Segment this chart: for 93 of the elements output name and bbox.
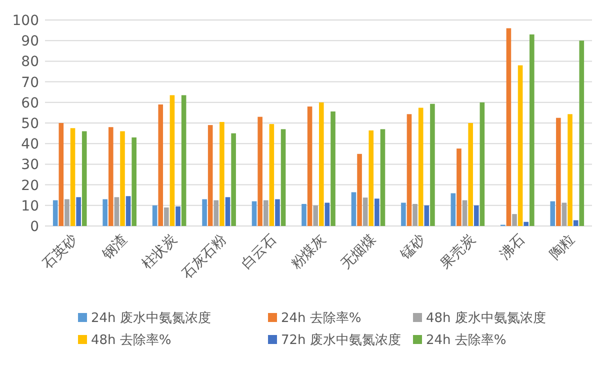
y-tick-label: 90 bbox=[21, 34, 39, 50]
bar bbox=[357, 154, 362, 226]
bar bbox=[412, 204, 418, 226]
legend-label: 24h 废水中氨氮浓度 bbox=[91, 310, 211, 326]
bar bbox=[220, 122, 224, 226]
y-tick-label: 100 bbox=[12, 13, 39, 29]
bar bbox=[506, 28, 512, 226]
bar bbox=[568, 114, 572, 226]
bar bbox=[202, 199, 207, 226]
x-tick-label: 钢渣 bbox=[98, 232, 130, 264]
y-tick-label: 80 bbox=[21, 54, 39, 70]
bar bbox=[52, 200, 58, 226]
bar bbox=[170, 95, 175, 226]
bar bbox=[374, 198, 380, 226]
bar bbox=[474, 205, 479, 226]
bar bbox=[302, 204, 306, 226]
bar bbox=[275, 199, 280, 226]
bar bbox=[351, 192, 356, 226]
bar bbox=[181, 95, 186, 226]
bar bbox=[152, 205, 158, 226]
bar bbox=[524, 222, 529, 226]
bar bbox=[158, 104, 164, 226]
bar bbox=[307, 106, 312, 226]
bar bbox=[573, 220, 578, 226]
bar bbox=[76, 197, 81, 226]
bar bbox=[468, 123, 473, 226]
bar bbox=[368, 130, 374, 226]
bar bbox=[518, 65, 523, 226]
bar bbox=[406, 114, 412, 226]
x-tick-label: 白云石 bbox=[238, 232, 280, 273]
bar bbox=[462, 200, 468, 226]
bar bbox=[280, 129, 286, 226]
bar bbox=[324, 202, 330, 226]
bar bbox=[401, 202, 406, 226]
bar bbox=[530, 34, 534, 226]
x-tick-label: 柱状炭 bbox=[139, 232, 180, 273]
y-tick-label: 30 bbox=[21, 157, 39, 174]
x-tick-label: 无烟煤 bbox=[338, 232, 380, 273]
bar bbox=[214, 200, 219, 226]
bar bbox=[126, 196, 131, 226]
y-tick-label: 60 bbox=[21, 95, 39, 112]
bar bbox=[64, 199, 70, 226]
bar bbox=[58, 123, 64, 226]
bar bbox=[225, 197, 230, 226]
bar bbox=[450, 193, 456, 226]
x-tick-label: 沸石 bbox=[497, 232, 528, 263]
bar bbox=[556, 118, 561, 226]
legend-label: 24h 去除率% bbox=[426, 332, 506, 348]
bar bbox=[319, 102, 324, 226]
bar bbox=[263, 200, 268, 226]
bar bbox=[258, 116, 262, 226]
y-tick-label: 50 bbox=[21, 116, 39, 132]
bar bbox=[562, 202, 567, 226]
bar bbox=[176, 206, 180, 226]
bar bbox=[252, 201, 257, 226]
bar bbox=[579, 40, 584, 226]
bar bbox=[313, 205, 318, 226]
y-tick-label: 40 bbox=[21, 136, 39, 153]
bar bbox=[418, 108, 424, 226]
bar bbox=[114, 197, 120, 226]
bar bbox=[231, 133, 236, 226]
legend-label: 24h 去除率% bbox=[281, 310, 362, 326]
bar bbox=[480, 102, 485, 226]
bar bbox=[456, 148, 462, 226]
x-tick-label: 粉煤灰 bbox=[288, 232, 330, 273]
x-tick-label: 果壳炭 bbox=[438, 232, 479, 273]
bar bbox=[330, 111, 336, 226]
y-tick-label: 10 bbox=[21, 198, 39, 214]
x-tick-label: 石英砂 bbox=[40, 232, 81, 273]
legend-label: 48h 废水中氨氮浓度 bbox=[426, 310, 546, 326]
bar bbox=[424, 205, 430, 226]
bar bbox=[269, 124, 274, 226]
bar bbox=[120, 131, 125, 226]
bar bbox=[512, 214, 517, 226]
bar bbox=[108, 127, 114, 226]
y-tick-label: 70 bbox=[21, 74, 39, 91]
bar bbox=[164, 207, 169, 226]
bar bbox=[132, 137, 136, 226]
y-tick-label: 20 bbox=[21, 178, 39, 194]
legend-label: 48h 去除率% bbox=[91, 332, 172, 348]
x-tick-label: 石灰石粉 bbox=[178, 232, 230, 282]
bar bbox=[208, 125, 213, 226]
bar bbox=[102, 199, 108, 226]
bar bbox=[550, 201, 556, 226]
y-tick-label: 0 bbox=[30, 219, 39, 235]
x-tick-label: 锰砂 bbox=[396, 232, 429, 264]
bar bbox=[362, 198, 368, 226]
bar bbox=[70, 128, 76, 226]
bar bbox=[430, 104, 435, 226]
bar bbox=[82, 131, 87, 226]
legend-label: 72h 废水中氨氮浓度 bbox=[281, 332, 401, 348]
x-tick-label: 陶粒 bbox=[546, 232, 578, 263]
bar bbox=[380, 129, 386, 226]
